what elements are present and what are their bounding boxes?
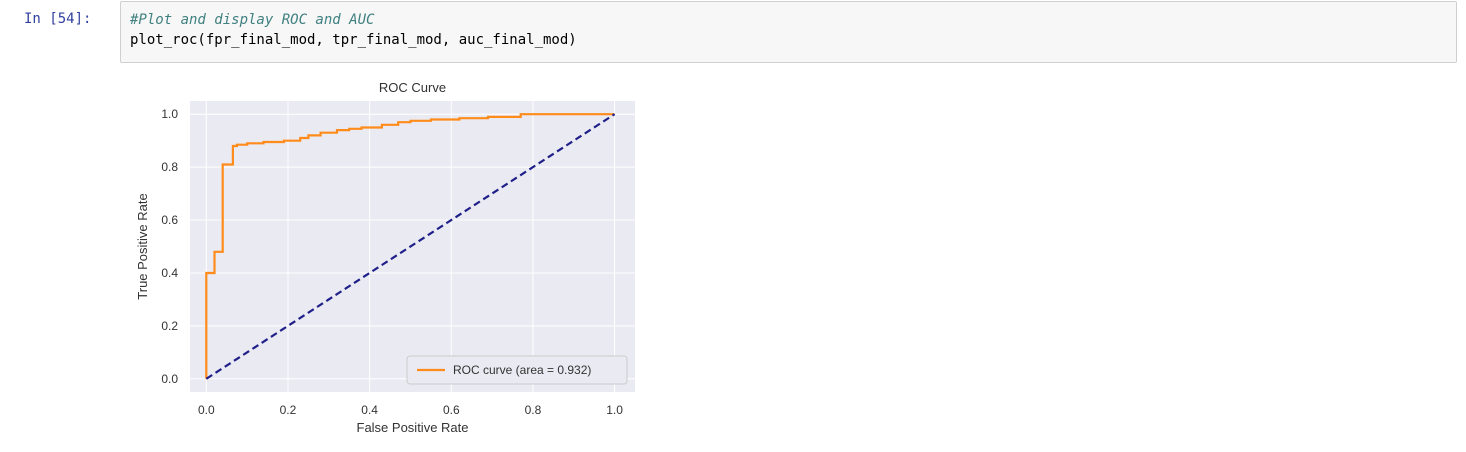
y-axis-label: True Positive Rate	[135, 193, 150, 299]
code-cell[interactable]: #Plot and display ROC and AUC plot_roc(f…	[120, 1, 1457, 63]
x-axis-label: False Positive Rate	[357, 420, 469, 435]
roc-chart: 0.0 0.2 0.4 0.6 0.8 1.0 0.0 0.2 0.4 0.6 0.8 1.0 ROC …	[135, 80, 635, 435]
y-tick-label: 0.8	[161, 160, 178, 174]
x-tick-label: 1.0	[606, 403, 623, 417]
x-tick-label: 0.2	[280, 403, 297, 417]
roc-curve-line	[205, 113, 615, 379]
code-comment-line: #Plot and display ROC and AUC	[130, 12, 375, 28]
x-tick-label: 0.8	[525, 403, 542, 417]
y-tick-label: 0.4	[161, 266, 178, 280]
x-tick-label: 0.6	[443, 403, 460, 417]
x-tick-label: 0.4	[361, 403, 378, 417]
chance-line	[205, 113, 616, 380]
legend-box	[406, 355, 628, 385]
x-tick-label: 0.0	[198, 403, 215, 417]
cell-output: 0.0 0.2 0.4 0.6 0.8 1.0 0.0 0.2 0.4 0.6 0.8 1.0 ROC …	[130, 72, 650, 442]
y-tick-label: 0.2	[161, 319, 178, 333]
chart-title: ROC Curve	[379, 80, 446, 95]
legend-label: ROC curve (area = 0.932)	[453, 363, 591, 377]
y-tick-label: 0.0	[161, 372, 178, 386]
cell-prompt: In [54]:	[24, 11, 92, 27]
code-line: plot_roc(fpr_final_mod, tpr_final_mod, a…	[130, 32, 577, 48]
y-tick-label: 1.0	[161, 107, 178, 121]
y-tick-label: 0.6	[161, 213, 178, 227]
